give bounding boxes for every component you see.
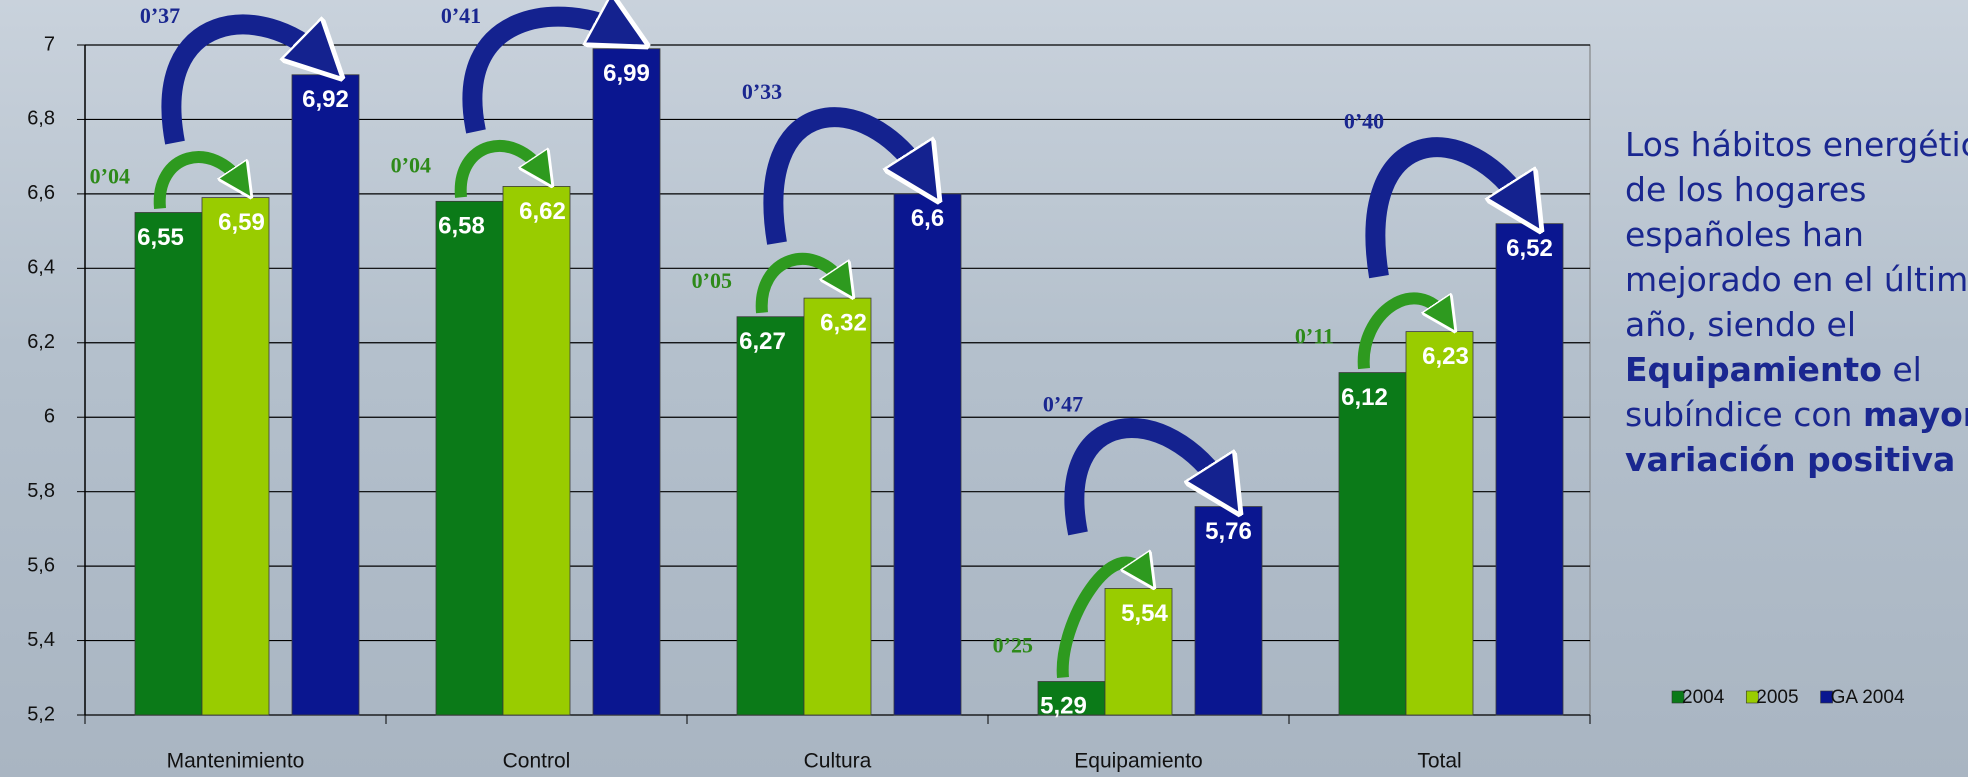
- variation-label: 0’04: [391, 152, 431, 177]
- note-text: Equipamiento: [1625, 350, 1882, 389]
- value-label: 6,52: [1506, 235, 1553, 262]
- y-tick-label: 5,8: [27, 480, 55, 502]
- bar: [134, 212, 203, 716]
- x-tick-label: Mantenimiento: [167, 750, 305, 773]
- variation-label: 0’33: [742, 79, 782, 104]
- bar: [502, 186, 571, 716]
- value-label: 5,54: [1121, 600, 1168, 627]
- bar: [1037, 681, 1106, 716]
- bar: [1194, 506, 1263, 716]
- bar: [435, 200, 504, 716]
- arrow-ga: [1064, 418, 1225, 536]
- bar: [803, 297, 872, 716]
- bar: [1405, 331, 1474, 716]
- arrow-2005: [755, 252, 844, 314]
- value-label: 6,6: [911, 205, 944, 232]
- arrow-ga: [462, 17, 623, 134]
- arrow-2005: [1357, 292, 1446, 370]
- legend-label: 2005: [1756, 687, 1798, 708]
- y-tick-label: 5,6: [27, 554, 55, 576]
- note-text: el subíndice con: [1625, 350, 1922, 434]
- variation-label: 0’37: [140, 3, 180, 28]
- bar: [893, 193, 962, 716]
- x-tick-label: Cultura: [804, 750, 872, 773]
- legend-swatch: [1745, 690, 1759, 704]
- y-tick-label: 7: [44, 33, 55, 55]
- y-tick-label: 6: [44, 406, 55, 428]
- variation-label: 0’47: [1043, 392, 1083, 417]
- note: Los hábitos energéticos de los hogares e…: [1625, 122, 1968, 482]
- value-label: 6,23: [1422, 343, 1469, 370]
- bar: [592, 48, 661, 716]
- y-tick-label: 6,6: [27, 182, 55, 204]
- value-label: 6,59: [218, 209, 265, 236]
- value-label: 6,55: [137, 224, 184, 251]
- value-label: 6,12: [1341, 384, 1388, 411]
- value-label: 6,62: [519, 198, 566, 225]
- y-tick-label: 6,2: [27, 331, 55, 353]
- arrow-ga: [763, 107, 924, 245]
- y-tick-label: 5,2: [27, 703, 55, 725]
- arrow-2005: [454, 139, 543, 198]
- legend-label: GA 2004: [1831, 687, 1905, 708]
- variation-label: 0’11: [1295, 324, 1334, 349]
- variation-label: 0’40: [1344, 109, 1384, 134]
- variation-label: 0’04: [90, 164, 130, 189]
- note-text: Los hábitos energéticos de los hogares e…: [1625, 125, 1968, 344]
- y-tick-label: 6,4: [27, 257, 55, 279]
- variation-label: 0’41: [441, 3, 481, 28]
- value-label: 6,27: [739, 328, 786, 355]
- arrow-2005: [1056, 563, 1145, 679]
- arrow-2005: [153, 151, 242, 210]
- variation-label: 0’25: [993, 633, 1033, 658]
- x-tick-label: Control: [503, 750, 571, 773]
- note-text: mayor variación positiva: [1625, 395, 1968, 479]
- x-tick-label: Total: [1417, 750, 1461, 773]
- y-tick-label: 6,8: [27, 108, 55, 130]
- value-label: 6,92: [302, 86, 349, 113]
- value-label: 6,99: [603, 60, 650, 87]
- x-tick-label: Equipamiento: [1074, 750, 1202, 773]
- bar: [1338, 372, 1407, 716]
- value-label: 6,58: [438, 213, 485, 240]
- arrow-ga: [1365, 137, 1526, 279]
- value-label: 6,32: [820, 309, 867, 336]
- arrow-ga: [161, 14, 322, 145]
- bar: [291, 74, 360, 716]
- legend-label: 2004: [1682, 687, 1725, 708]
- value-label: 5,29: [1040, 692, 1087, 719]
- bar: [1495, 223, 1564, 716]
- bar: [1104, 588, 1173, 716]
- y-tick-label: 5,4: [27, 629, 55, 651]
- bar: [736, 316, 805, 716]
- legend-swatch: [1671, 690, 1685, 704]
- legend-swatch: [1820, 690, 1833, 704]
- value-label: 5,76: [1205, 518, 1252, 545]
- variation-label: 0’05: [692, 268, 732, 293]
- bar: [201, 197, 270, 716]
